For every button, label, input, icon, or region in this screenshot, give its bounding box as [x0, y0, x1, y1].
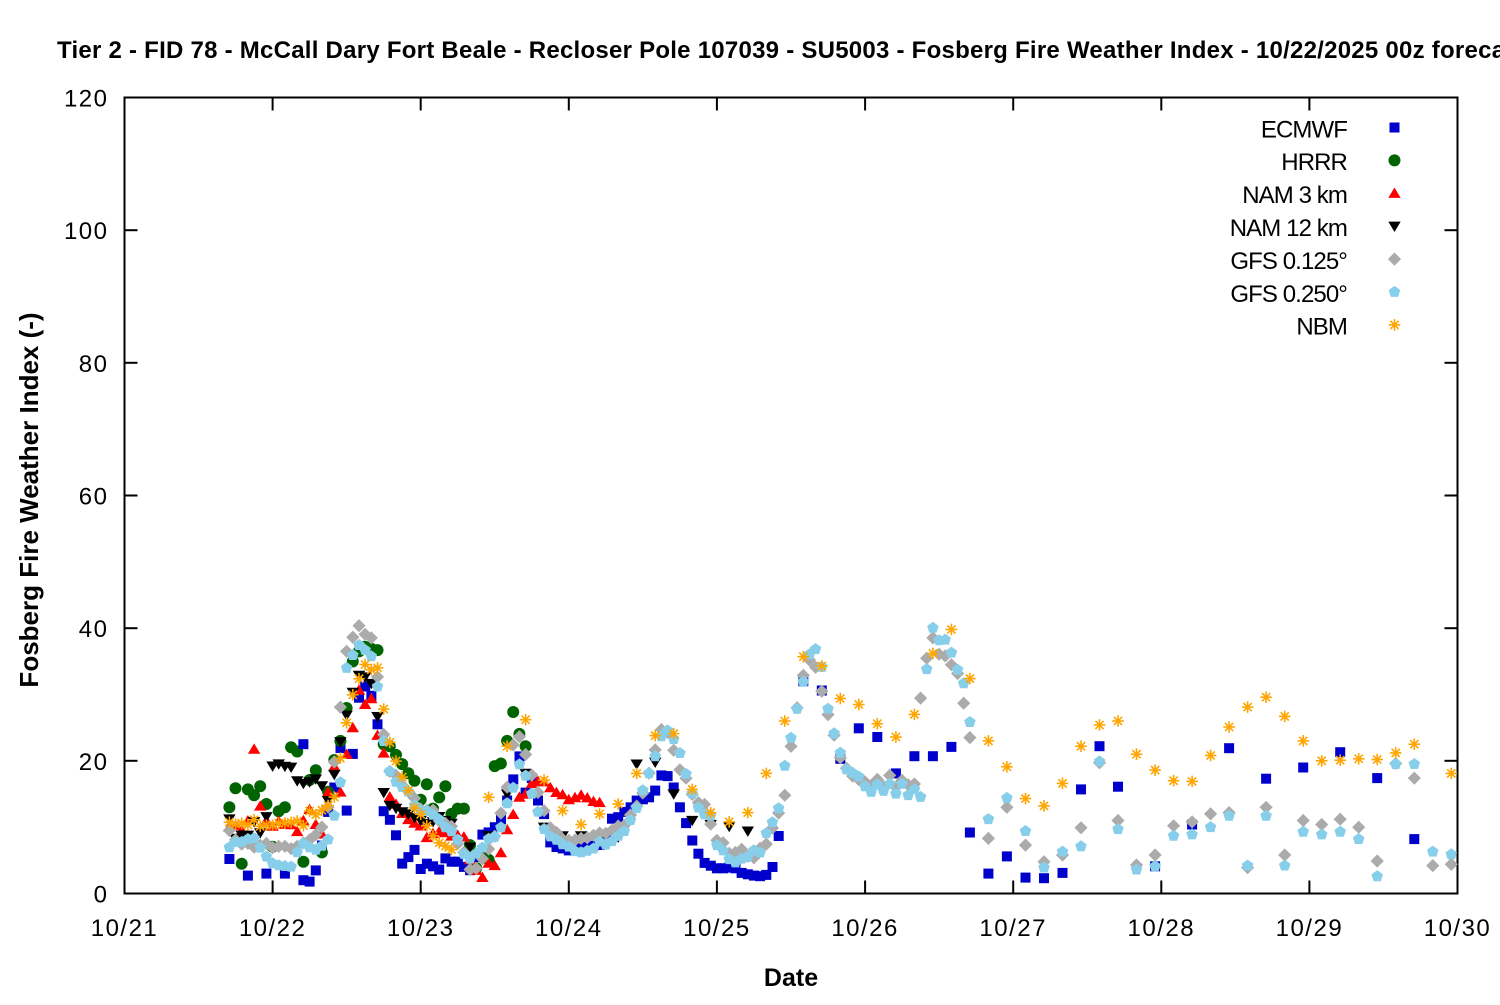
svg-text:GFS 0.250°: GFS 0.250°	[1230, 281, 1347, 308]
svg-text:10/25: 10/25	[683, 915, 751, 942]
svg-text:10/30: 10/30	[1424, 915, 1492, 942]
svg-text:100: 100	[64, 218, 109, 245]
svg-text:40: 40	[79, 616, 109, 643]
svg-text:NAM 3 km: NAM 3 km	[1242, 182, 1347, 209]
svg-text:GFS 0.125°: GFS 0.125°	[1230, 248, 1347, 275]
svg-text:Fosberg Fire Weather Index (-): Fosberg Fire Weather Index (-)	[14, 312, 44, 687]
svg-text:ECMWF: ECMWF	[1261, 116, 1347, 143]
svg-text:10/21: 10/21	[91, 915, 159, 942]
svg-text:10/24: 10/24	[535, 915, 603, 942]
svg-text:20: 20	[79, 749, 109, 776]
svg-text:10/28: 10/28	[1128, 915, 1196, 942]
svg-text:0: 0	[94, 882, 109, 909]
svg-text:NAM 12 km: NAM 12 km	[1230, 215, 1347, 242]
svg-text:10/23: 10/23	[387, 915, 455, 942]
svg-text:120: 120	[64, 86, 109, 113]
svg-text:NBM: NBM	[1296, 314, 1347, 341]
svg-text:10/29: 10/29	[1276, 915, 1344, 942]
svg-text:60: 60	[79, 484, 109, 511]
svg-text:Tier 2 - FID 78 - McCall Dary: Tier 2 - FID 78 - McCall Dary Fort Beale…	[57, 37, 1500, 64]
svg-text:10/26: 10/26	[831, 915, 899, 942]
svg-text:10/22: 10/22	[239, 915, 307, 942]
svg-text:HRRR: HRRR	[1281, 149, 1347, 176]
svg-text:10/27: 10/27	[979, 915, 1047, 942]
svg-text:Date: Date	[764, 964, 818, 992]
svg-text:80: 80	[79, 351, 109, 378]
